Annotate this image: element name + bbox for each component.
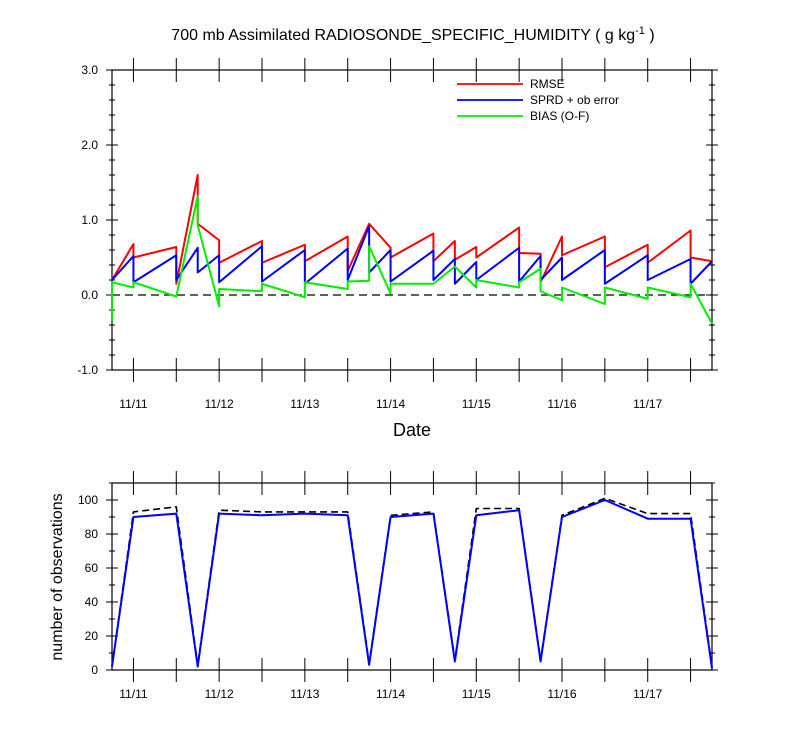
y-tick-label: 20 bbox=[85, 629, 99, 643]
x-tick-label: 11/14 bbox=[376, 687, 405, 701]
bottom-ticks bbox=[106, 471, 718, 682]
y-tick-label: 0.0 bbox=[81, 288, 98, 302]
x-tick-label: 11/17 bbox=[633, 687, 662, 701]
y-tick-label: 2.0 bbox=[81, 138, 98, 152]
y-tick-label: 3.0 bbox=[81, 63, 98, 77]
y-tick-label: 1.0 bbox=[81, 213, 98, 227]
y-tick-label: -1.0 bbox=[77, 363, 98, 377]
series-line-observations-assimilated bbox=[111, 499, 713, 669]
top-x-tick-labels: 11/11 11/12 11/13 11/14 11/15 11/16 11/17 bbox=[119, 397, 662, 411]
y-axis-title-observations: number of observations bbox=[49, 493, 66, 660]
top-ticks bbox=[106, 58, 718, 382]
x-tick-label: 11/15 bbox=[462, 397, 491, 411]
x-axis-title: Date bbox=[393, 420, 431, 440]
series-line-bias-o-f bbox=[111, 195, 713, 324]
x-tick-label: 11/13 bbox=[290, 687, 319, 701]
top-plot-frame bbox=[111, 69, 713, 371]
x-tick-label: 11/16 bbox=[547, 687, 576, 701]
legend-label-sprd: SPRD + ob error bbox=[530, 93, 619, 107]
series-line-sprd-ob-error bbox=[111, 225, 713, 285]
x-tick-label: 11/14 bbox=[376, 397, 405, 411]
x-tick-label: 11/15 bbox=[462, 687, 491, 701]
top-panel: -1.00.01.02.03.0 11/11 11/12 11/13 11/14 11/… bbox=[77, 58, 718, 440]
top-series-group bbox=[111, 174, 713, 324]
bottom-plot-frame bbox=[111, 482, 713, 671]
legend-label-rmse: RMSE bbox=[530, 77, 565, 91]
chart-title-text: 700 mb Assimilated RADIOSONDE_SPECIFIC_H… bbox=[171, 27, 635, 44]
y-tick-label: 40 bbox=[85, 595, 99, 609]
legend: RMSE SPRD + ob error BIAS (O-F) bbox=[457, 77, 619, 123]
y-tick-label: 100 bbox=[78, 493, 98, 507]
x-tick-label: 11/12 bbox=[205, 687, 234, 701]
y-tick-label: 0 bbox=[91, 663, 98, 677]
y-tick-label: 80 bbox=[85, 527, 99, 541]
x-tick-label: 11/11 bbox=[119, 687, 148, 701]
bottom-x-tick-labels: 11/11 11/12 11/13 11/14 11/15 11/16 11/17 bbox=[119, 687, 662, 701]
x-tick-label: 11/11 bbox=[119, 397, 148, 411]
chart-title-suffix: ) bbox=[645, 27, 655, 44]
bottom-y-tick-labels: 0 20 40 60 80 100 bbox=[78, 493, 98, 677]
top-y-tick-labels: -1.0 0.0 1.0 2.0 3.0 bbox=[77, 63, 98, 377]
x-tick-label: 11/12 bbox=[205, 397, 234, 411]
legend-label-bias: BIAS (O-F) bbox=[530, 109, 589, 123]
x-tick-label: 11/13 bbox=[290, 397, 319, 411]
bottom-series-group bbox=[111, 497, 713, 669]
chart-title-superscript: -1 bbox=[635, 25, 645, 37]
chart-title: 700 mb Assimilated RADIOSONDE_SPECIFIC_H… bbox=[171, 25, 654, 44]
x-tick-label: 11/17 bbox=[633, 397, 662, 411]
x-tick-label: 11/16 bbox=[547, 397, 576, 411]
series-line-rmse bbox=[111, 174, 713, 285]
y-tick-label: 60 bbox=[85, 561, 99, 575]
